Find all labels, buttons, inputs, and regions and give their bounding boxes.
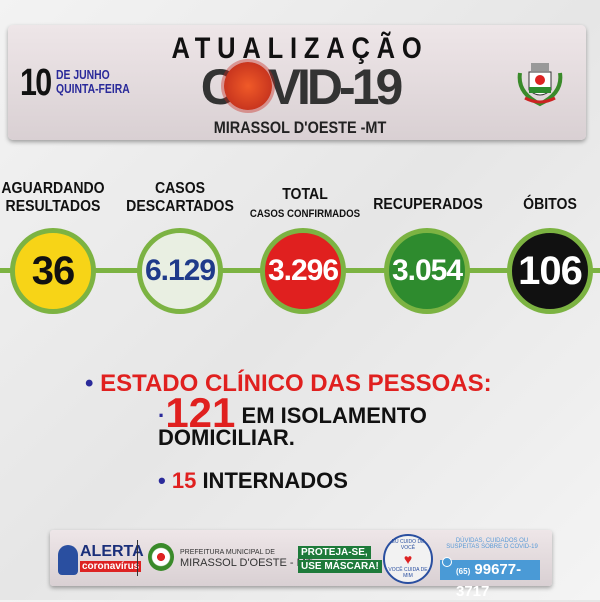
circle-obitos: 106: [507, 228, 593, 314]
label-descartados: CASOS DESCARTADOS: [126, 180, 234, 215]
month-text: DE JUNHO: [56, 67, 110, 82]
badge-bottom: VOCÊ CUIDA DE MIM: [388, 567, 428, 579]
city-crest-icon: [517, 63, 563, 107]
weekday-text: QUINTA-FEIRA: [56, 81, 130, 96]
clinical-title-text: ESTADO CLÍNICO DAS PESSOAS:: [100, 370, 492, 397]
title: ATUALIZAÇÃO: [171, 32, 429, 65]
isolation-label2: DOMICILIAR.: [158, 425, 295, 450]
mask-line1: PROTEJA-SE,: [298, 546, 371, 559]
mask-line2: USE MÁSCARA!: [298, 560, 382, 573]
hospital-stat: • 15 INTERNADOS: [158, 468, 348, 493]
isolation-label: EM ISOLAMENTO: [241, 403, 427, 428]
label-total: TOTAL CASOS CONFIRMADOS: [248, 186, 362, 223]
isolation-stat: ·121 EM ISOLAMENTO DOMICILIAR.: [158, 389, 427, 450]
footer-pref: PREFEITURA MUNICIPAL DE: [180, 549, 275, 556]
alert-person-icon: [58, 545, 78, 575]
phone-ddd: (65): [456, 567, 471, 576]
date-day: 10: [20, 62, 52, 104]
badge-top: EU CUIDO DE VOCÊ: [391, 539, 425, 551]
label-recuperados: RECUPERADOS: [373, 196, 483, 213]
footer-city: MIRASSOL D'OESTE - MT: [180, 557, 313, 569]
alert-text: ALERTA: [80, 543, 144, 560]
footer-crest-icon: [148, 543, 174, 571]
care-badge: EU CUIDO DE VOCÊ ♥ VOCÊ CUIDA DE MIM: [383, 534, 433, 584]
phone-text: 99677-3717: [456, 561, 522, 600]
clinical-title: • ESTADO CLÍNICO DAS PESSOAS:: [85, 370, 492, 397]
whatsapp-icon: [442, 557, 452, 567]
hospital-label: INTERNADOS: [202, 468, 348, 493]
header-banner: [8, 25, 586, 140]
label-total-sub: CASOS CONFIRMADOS: [249, 208, 361, 220]
footer-divider: [137, 540, 138, 576]
doubts-text: DÚVIDAS, CUIDADOS OU SUSPEITAS SOBRE O C…: [446, 538, 538, 550]
label-total-text: TOTAL: [282, 186, 328, 203]
label-obitos: ÓBITOS: [523, 196, 577, 213]
circle-descartados: 6.129: [137, 228, 223, 314]
city-name: MIRASSOL D'OESTE -MT: [213, 118, 387, 137]
label-aguardando: AGUARDANDO RESULTADOS: [1, 180, 105, 215]
virus-icon: [224, 62, 272, 110]
circle-recuperados: 3.054: [384, 228, 470, 314]
circle-total: 3.296: [260, 228, 346, 314]
covid-logo: COVID-19: [200, 59, 404, 115]
phone-number[interactable]: (65) 99677-3717: [440, 560, 540, 600]
circle-aguardando: 36: [10, 228, 96, 314]
hospital-count: 15: [171, 468, 197, 493]
alert-sub: coronavírus: [80, 561, 142, 572]
date-month: DE JUNHO QUINTA-FEIRA: [56, 68, 130, 96]
heart-icon: ♥: [403, 551, 413, 567]
